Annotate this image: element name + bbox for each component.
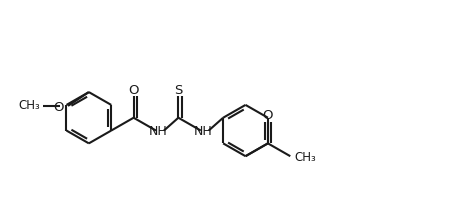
Text: O: O	[54, 101, 64, 114]
Text: CH₃: CH₃	[294, 151, 316, 164]
Text: S: S	[174, 84, 183, 97]
Text: CH₃: CH₃	[18, 99, 40, 112]
Text: NH: NH	[148, 125, 167, 138]
Text: O: O	[262, 109, 273, 122]
Text: NH: NH	[193, 125, 212, 138]
Text: O: O	[128, 84, 139, 97]
